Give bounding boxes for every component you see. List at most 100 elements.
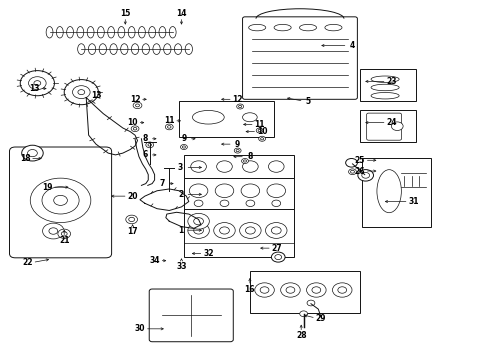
- Text: 8: 8: [247, 152, 252, 161]
- Circle shape: [136, 104, 140, 107]
- Ellipse shape: [87, 27, 94, 38]
- Ellipse shape: [153, 44, 160, 54]
- Ellipse shape: [108, 27, 115, 38]
- Text: 23: 23: [386, 77, 397, 86]
- Circle shape: [345, 158, 357, 167]
- Circle shape: [245, 227, 255, 234]
- FancyBboxPatch shape: [367, 113, 401, 140]
- Circle shape: [236, 149, 239, 152]
- Circle shape: [243, 161, 258, 172]
- Text: 2: 2: [178, 190, 183, 199]
- Text: 11: 11: [164, 116, 174, 125]
- Text: 25: 25: [355, 156, 365, 165]
- Circle shape: [362, 172, 369, 178]
- Ellipse shape: [325, 24, 342, 31]
- Circle shape: [20, 71, 54, 96]
- Bar: [362, 158, 431, 226]
- Bar: [360, 69, 416, 101]
- Circle shape: [61, 231, 67, 236]
- Text: 31: 31: [408, 197, 419, 206]
- Circle shape: [165, 124, 173, 130]
- Circle shape: [30, 178, 91, 222]
- Bar: [184, 155, 294, 178]
- Circle shape: [54, 195, 68, 206]
- Text: 10: 10: [257, 127, 268, 136]
- Ellipse shape: [377, 170, 401, 213]
- Ellipse shape: [98, 27, 104, 38]
- Circle shape: [168, 126, 171, 128]
- Text: 8: 8: [142, 134, 147, 143]
- Text: 27: 27: [271, 244, 282, 253]
- Text: 18: 18: [20, 154, 30, 163]
- Circle shape: [392, 122, 403, 131]
- Ellipse shape: [164, 44, 171, 54]
- Circle shape: [271, 252, 285, 262]
- Circle shape: [307, 283, 326, 297]
- Ellipse shape: [99, 44, 106, 54]
- Ellipse shape: [142, 44, 149, 54]
- Text: 24: 24: [386, 118, 397, 127]
- Text: 12: 12: [130, 95, 140, 104]
- Bar: [360, 110, 416, 142]
- Text: 7: 7: [159, 179, 165, 188]
- Circle shape: [246, 200, 255, 207]
- Circle shape: [307, 300, 315, 306]
- Circle shape: [220, 227, 229, 234]
- Ellipse shape: [67, 27, 74, 38]
- Circle shape: [215, 184, 234, 198]
- Text: 33: 33: [176, 262, 187, 271]
- Text: 21: 21: [59, 237, 70, 246]
- Text: 3: 3: [178, 163, 183, 172]
- Ellipse shape: [185, 44, 193, 54]
- Text: 9: 9: [235, 140, 240, 149]
- Circle shape: [34, 81, 41, 86]
- Circle shape: [133, 102, 142, 109]
- Circle shape: [332, 283, 352, 297]
- Circle shape: [275, 255, 282, 260]
- Circle shape: [241, 184, 260, 198]
- Circle shape: [131, 126, 139, 132]
- Circle shape: [348, 169, 356, 175]
- Text: 9: 9: [181, 134, 187, 143]
- Circle shape: [129, 217, 135, 222]
- Circle shape: [188, 222, 209, 238]
- Circle shape: [217, 161, 232, 172]
- Circle shape: [78, 90, 85, 95]
- Text: 11: 11: [254, 120, 265, 129]
- Circle shape: [350, 170, 354, 173]
- Circle shape: [194, 227, 203, 234]
- Text: 28: 28: [296, 332, 307, 341]
- Ellipse shape: [169, 27, 176, 38]
- Circle shape: [58, 229, 71, 238]
- Circle shape: [42, 187, 79, 214]
- Ellipse shape: [248, 24, 266, 31]
- Bar: [250, 271, 360, 313]
- Ellipse shape: [131, 44, 139, 54]
- Circle shape: [242, 158, 248, 163]
- Text: 29: 29: [316, 314, 326, 323]
- Text: 12: 12: [232, 95, 243, 104]
- Circle shape: [43, 223, 64, 239]
- Ellipse shape: [128, 27, 135, 38]
- Circle shape: [180, 144, 187, 149]
- Bar: [184, 209, 294, 257]
- Text: 16: 16: [245, 285, 255, 294]
- FancyBboxPatch shape: [243, 17, 357, 99]
- Text: 22: 22: [23, 258, 33, 267]
- Ellipse shape: [110, 44, 117, 54]
- Circle shape: [240, 222, 261, 238]
- Text: 17: 17: [127, 228, 138, 237]
- Ellipse shape: [243, 113, 257, 122]
- Ellipse shape: [46, 27, 53, 38]
- Ellipse shape: [274, 24, 291, 31]
- Ellipse shape: [174, 44, 182, 54]
- Circle shape: [27, 149, 37, 157]
- Ellipse shape: [56, 27, 63, 38]
- Ellipse shape: [159, 27, 166, 38]
- Circle shape: [281, 283, 300, 297]
- Circle shape: [300, 311, 308, 317]
- Circle shape: [214, 222, 235, 238]
- Text: 26: 26: [355, 167, 365, 176]
- Circle shape: [49, 228, 58, 234]
- Text: 30: 30: [135, 324, 145, 333]
